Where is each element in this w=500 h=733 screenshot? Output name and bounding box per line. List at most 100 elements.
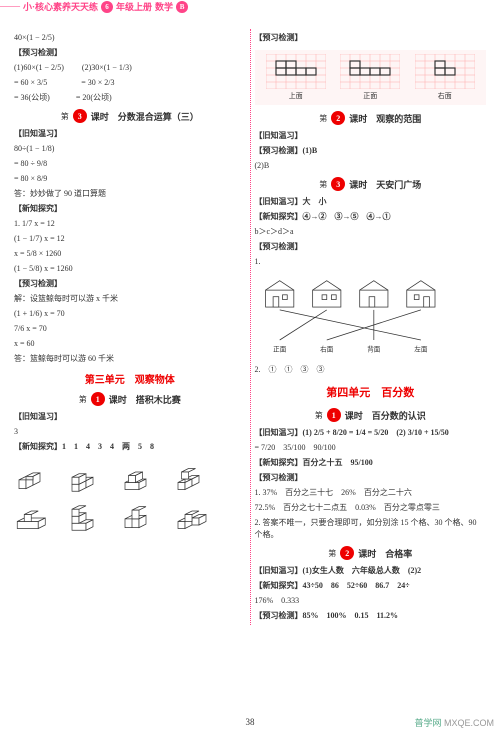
lesson-heading: 第 1 课时 搭积木比赛 (14, 392, 246, 406)
lesson-heading: 第 3 课时 分数混合运算（三） (14, 109, 246, 123)
expr: 40×(1 − 2/5) (14, 32, 246, 44)
lesson-title: 课时 分数混合运算（三） (91, 110, 199, 123)
unit-text: 第三单元 观察物体 (85, 375, 175, 386)
grid-icon (340, 54, 400, 89)
grid-icon (415, 54, 475, 89)
house-matching-icon: 正面 右面 背面 左面 (255, 276, 455, 356)
section-label: 【预习检测】85% 100% 0.15 11.2% (255, 610, 487, 622)
expr: (2)30×(1 − 1/3) (82, 63, 132, 72)
expr: = 20(公顷) (76, 93, 112, 102)
text: 2. 答案不唯一，只要合理即可，如分别涂 15 个格、30 个格、90 个格。 (255, 517, 487, 541)
expr: 7/6 x = 70 (14, 323, 246, 335)
unit-title: 第四单元 百分数 (255, 384, 487, 400)
text: (2)B (255, 160, 487, 172)
text: 1. 37% 百分之三十七 26% 百分之二十六 (255, 487, 487, 499)
text: 2. ① ① ③ ③ (255, 364, 487, 376)
expr: = 36(公顷) (14, 93, 50, 102)
section-label: 【旧知温习】(1) 2/5 + 8/20 = 1/4 = 5/20 (2) 3/… (255, 427, 487, 439)
page-number: 38 (246, 717, 255, 727)
view-right: 右面 (415, 54, 475, 101)
section-label: 【预习检测】 (255, 241, 487, 253)
expr: (1 + 1/6) x = 70 (14, 308, 246, 320)
expr: x = 60 (14, 338, 246, 350)
view-top: 上面 (266, 54, 326, 101)
answer: 答：篮鲸每时可以游 60 千米 (14, 353, 246, 365)
section-label: 【新知探究】④→② ③→⑤ ④→① (255, 211, 487, 223)
lesson-pre: 第 (319, 179, 327, 190)
cube-icon (67, 458, 112, 493)
view-front: 正面 (340, 54, 400, 101)
expr: x = 5/8 × 1260 (14, 248, 246, 260)
expr-row: = 60 × 3/5 = 30 × 2/3 (14, 77, 246, 89)
header-text: 小·核心素养天天练 (23, 0, 98, 13)
unit-title: 第三单元 观察物体 (14, 371, 246, 386)
label: 左面 (414, 344, 428, 353)
cube-icon (14, 458, 59, 493)
section-label: 【旧知温习】大 小 (255, 196, 487, 208)
cube-icon (14, 497, 59, 532)
answer: 答：妙妙做了 90 道口算题 (14, 188, 246, 200)
expr: (1 − 5/8) x = 1260 (14, 263, 246, 275)
lesson-title: 课时 合格率 (358, 547, 412, 560)
view-label: 正面 (340, 91, 400, 101)
page-header: —— 小·核心素养天天练 6 年级上册 数学 B (0, 0, 500, 13)
label: 右面 (320, 344, 334, 353)
lesson-pre: 第 (79, 394, 87, 405)
cube-icon (173, 458, 218, 493)
text: 72.5% 百分之七十二点五 0.03% 百分之零点零三 (255, 502, 487, 514)
lesson-pre: 第 (61, 111, 69, 122)
lesson-heading: 第 2 课时 观察的范围 (255, 111, 487, 125)
text: 解：设篮鲸每时可以游 x 千米 (14, 293, 246, 305)
cube-icon (67, 497, 112, 532)
lesson-heading: 第 1 课时 百分数的认识 (255, 408, 487, 422)
text: = 7/20 35/100 90/100 (255, 442, 487, 454)
left-column: 40×(1 − 2/5) 【预习检测】 (1)60×(1 − 2/5) (2)3… (10, 29, 251, 625)
text: 1. (255, 256, 487, 268)
expr: = 60 × 3/5 (14, 78, 47, 87)
cube-diagrams (14, 458, 246, 532)
section-label: 【预习检测】 (255, 472, 487, 484)
lesson-pre: 第 (315, 410, 323, 421)
label: 正面 (273, 345, 287, 353)
watermark-en: MXQE.COM (444, 718, 494, 728)
lesson-heading: 第 2 课时 合格率 (255, 546, 487, 560)
lesson-number-badge: 2 (340, 546, 354, 560)
section-label: 【旧知温习】 (255, 130, 487, 142)
expr: = 30 × 2/3 (81, 78, 114, 87)
subject: 数学 (155, 0, 173, 13)
section-label: 【预习检测】(1)B (255, 145, 487, 157)
lesson-number-badge: 1 (91, 392, 105, 406)
section-label: 【新知探究】43÷50 86 52÷60 86.7 24÷ (255, 580, 487, 592)
matching-diagram: 正面 右面 背面 左面 (255, 276, 487, 356)
section-label: 【新知探究】 (14, 203, 246, 215)
variant-badge: B (176, 1, 188, 13)
expr: (1 − 1/7) x = 12 (14, 233, 246, 245)
expr: (1)60×(1 − 2/5) (14, 63, 64, 72)
section-label: 【新知探究】1 1 4 3 4 两 5 8 (14, 441, 246, 453)
expr-row: (1)60×(1 − 2/5) (2)30×(1 − 1/3) (14, 62, 246, 74)
view-label: 右面 (415, 91, 475, 101)
lesson-number-badge: 3 (331, 177, 345, 191)
lesson-pre: 第 (328, 548, 336, 559)
section-label: 【旧知温习】 (14, 411, 246, 423)
text: 3 (14, 426, 246, 438)
lesson-title: 课时 百分数的认识 (345, 409, 426, 422)
grid-icon (266, 54, 326, 89)
lesson-title: 课时 搭积木比赛 (109, 393, 181, 406)
lesson-number-badge: 1 (327, 408, 341, 422)
cube-icon (120, 497, 165, 532)
watermark-cn: 普学网 (414, 718, 441, 728)
right-column: 【预习检测】 上面 正面 右面 第 2 课时 观察的范围 (251, 29, 491, 625)
grade-badge: 6 (101, 1, 113, 13)
view-label: 上面 (266, 91, 326, 101)
grade-label: 年级上册 (116, 0, 152, 13)
header-dash: —— (0, 1, 20, 12)
lesson-pre: 第 (319, 113, 327, 124)
cube-icon (173, 497, 218, 532)
text: b＞c＞d＞a (255, 226, 487, 238)
lesson-title: 课时 观察的范围 (349, 112, 421, 125)
expr: = 80 × 8/9 (14, 173, 246, 185)
label: 背面 (367, 344, 381, 353)
section-label: 【预习检测】 (14, 278, 246, 290)
orthographic-views: 上面 正面 右面 (255, 50, 487, 105)
